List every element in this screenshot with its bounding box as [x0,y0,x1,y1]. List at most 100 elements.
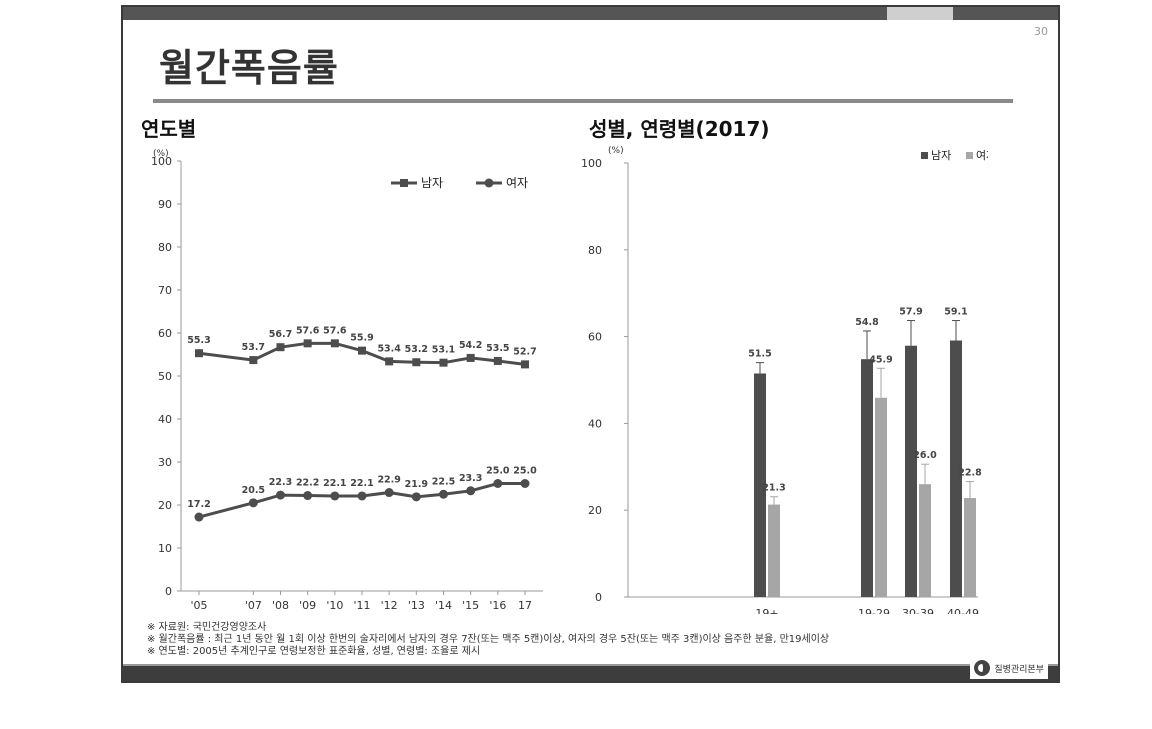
line-x-tick-label: '08 [272,599,289,612]
legend-label: 여자 [506,176,528,190]
line-data-label: 22.3 [269,477,292,488]
line-data-label: 23.3 [459,473,482,484]
line-x-tick-label: '07 [245,599,262,612]
bar-y-tick-label: 100 [581,157,602,170]
line-x-tick-label: '12 [381,599,398,612]
agency-logo: 질병관리본부 [970,657,1048,679]
line-data-label: 20.5 [242,485,265,496]
line-x-tick-label: '15 [462,599,479,612]
line-x-tick-label: '11 [353,599,370,612]
bar-female [768,504,780,597]
line-point-male [493,356,502,365]
line-y-tick-label: 60 [158,327,172,340]
bar-data-label: 51.5 [748,349,771,360]
legend-label: 남자 [931,149,951,162]
bar-y-tick-label: 20 [588,504,602,517]
line-point-female [303,491,313,501]
bar-x-tick-label: 19+ [755,607,778,614]
line-point-female [248,498,258,508]
legend-label: 남자 [421,176,443,190]
line-y-tick-label: 80 [158,241,172,254]
line-y-tick-label: 10 [158,542,172,555]
line-y-tick-label: 90 [158,198,172,211]
bar-y-tick-label: 0 [595,591,602,604]
bar-male [905,345,917,597]
line-data-label: 55.9 [350,333,373,344]
line-point-male [521,360,529,369]
line-data-label: 56.7 [269,329,292,340]
line-series-female [198,482,525,519]
line-x-tick-label: '09 [299,599,316,612]
line-data-label: 54.2 [459,340,482,351]
page-number: 30 [1034,25,1048,38]
line-point-male [385,357,394,366]
line-point-female [493,479,503,488]
line-data-label: 55.3 [187,335,210,346]
agency-logo-text: 질병관리본부 [994,664,1044,675]
line-point-female [357,491,367,501]
line-point-female [411,492,421,502]
legend-marker-female [484,178,494,188]
line-data-label: 53.2 [405,344,428,355]
bar-data-label: 21.3 [762,483,785,494]
line-data-label: 53.7 [242,342,265,353]
title-rule [153,99,1013,103]
top-bar [123,7,1058,20]
line-point-female [384,488,394,498]
bar-y-tick-label: 80 [588,244,602,257]
legend-marker-male [400,179,408,187]
line-data-label: 25.0 [486,466,510,477]
bar-male [754,373,766,597]
line-data-label: 52.7 [513,346,536,357]
legend-label: 여자 [976,149,988,162]
line-x-tick-label: 17 [518,599,532,612]
line-chart: (%) 0 10 20 30 40 50 60 70 80 90 100 '05 '07 '08 '09 '10… [151,149,543,612]
bar-male [950,340,962,597]
line-point-male [358,346,366,355]
bar-female [875,397,887,597]
bar-female [919,484,931,597]
line-x-tick-label: '14 [435,599,452,612]
legend-swatch-male [921,152,928,159]
legend-swatch-female [966,152,973,159]
line-data-label: 25.0 [513,466,537,477]
line-point-male [412,358,421,367]
line-y-tick-label: 50 [158,370,172,383]
bar-x-tick-label: 19-29 [858,607,890,614]
bar-data-label: 45.9 [869,354,892,365]
line-data-label: 22.5 [432,476,455,487]
line-x-tick-label: '16 [489,599,506,612]
line-y-tick-label: 70 [158,284,172,297]
line-point-male [276,343,285,352]
line-series-male [198,341,526,366]
line-data-label: 22.2 [296,478,319,489]
footnotes: ※ 자료원: 국민건강영양조사 ※ 월간폭음률 : 최근 1년 동안 월 1회 … [147,622,829,658]
bar-x-tick-label: 30-39 [902,607,934,614]
bar-y-tick-label: 40 [588,417,602,430]
line-point-female [520,479,530,488]
bar-male [861,359,873,597]
line-x-tick-label: '05 [190,599,207,612]
bar-data-label: 59.1 [944,307,967,318]
line-data-label: 22.1 [323,478,346,489]
slide: 30 월간폭음률 연도별 성별, 연령별(2017) (%) 0 10 20 30 40 5… [121,5,1060,683]
line-y-tick-label: 40 [158,413,172,426]
bar-data-label: 54.8 [855,317,879,328]
line-y-tick-label: 30 [158,456,172,469]
line-point-male [303,339,312,348]
bar-y-unit: (%) [608,146,624,156]
footnote-method: ※ 연도별: 2005년 추계인구로 연령보정한 표준화율, 성별, 연령별: … [147,646,481,657]
agency-emblem-icon [974,660,991,676]
page-title: 월간폭음률 [159,46,339,90]
bar-data-label: 26.0 [913,450,937,461]
line-y-tick-label: 100 [151,155,172,168]
line-point-female [276,490,285,500]
line-point-female [330,491,340,501]
line-point-female [466,486,476,496]
top-bar-accent [887,7,953,20]
bar-data-label: 22.8 [958,468,982,479]
line-point-male [439,358,448,367]
line-data-label: 53.4 [377,343,401,354]
line-point-female [439,489,448,499]
line-data-label: 17.2 [187,499,210,510]
